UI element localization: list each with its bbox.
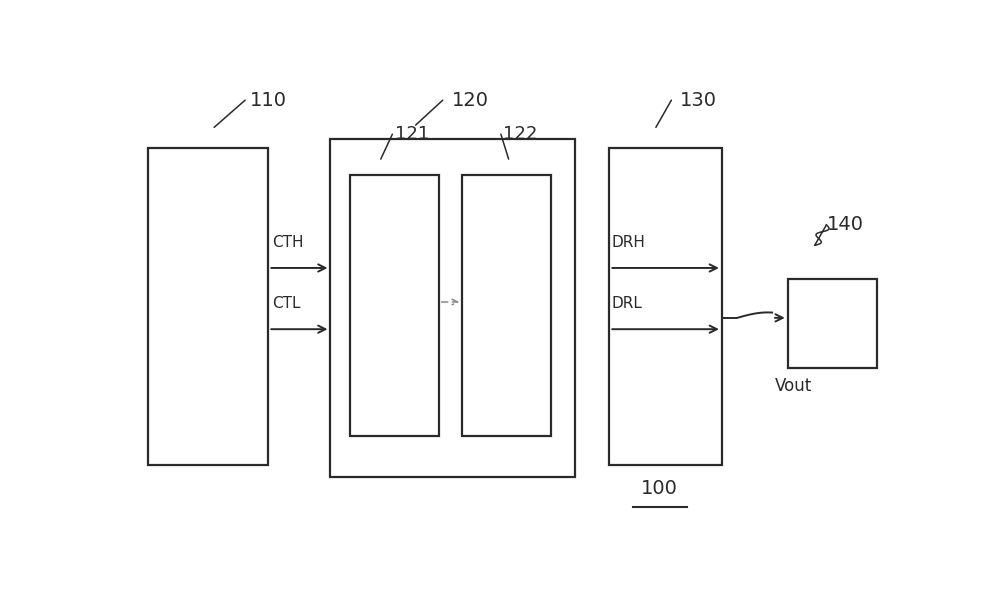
Text: CTH: CTH bbox=[272, 235, 304, 250]
Text: 130: 130 bbox=[680, 91, 717, 110]
Text: DRL: DRL bbox=[612, 296, 643, 311]
Bar bbox=[462, 175, 551, 436]
Text: DRH: DRH bbox=[612, 235, 646, 250]
Text: CTL: CTL bbox=[272, 296, 301, 311]
Text: 140: 140 bbox=[827, 216, 864, 234]
Bar bbox=[148, 148, 268, 465]
Text: Vout: Vout bbox=[774, 377, 812, 395]
Bar bbox=[350, 175, 439, 436]
Text: 120: 120 bbox=[451, 91, 488, 110]
Bar bbox=[330, 138, 574, 477]
Bar bbox=[788, 279, 877, 368]
Text: 100: 100 bbox=[641, 479, 678, 498]
Text: 122: 122 bbox=[503, 125, 537, 143]
Text: 110: 110 bbox=[250, 91, 287, 110]
Text: 121: 121 bbox=[395, 125, 429, 143]
Bar bbox=[609, 148, 722, 465]
